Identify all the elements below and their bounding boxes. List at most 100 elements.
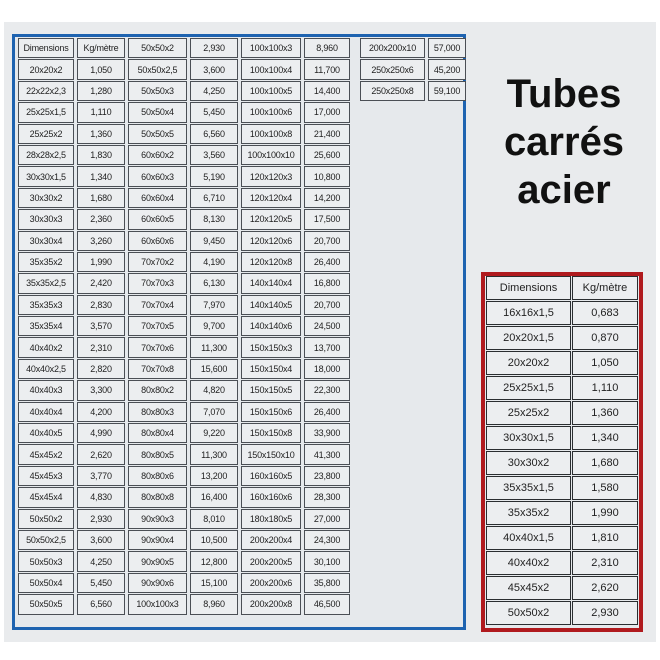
table-row: 30x30x3 2,360 60x60x5 8,130 120x120x5 17,500 <box>18 209 350 230</box>
weight-cell: 3,300 <box>77 380 125 401</box>
dimension-cell: 50x50x5 <box>18 594 74 615</box>
dimension-cell: 50x50x3 <box>128 80 187 102</box>
table-row: 35x35x1,5 1,580 <box>486 476 638 500</box>
table-row: 40x40x2 2,310 70x70x6 11,300 150x150x3 13,700 <box>18 337 350 358</box>
dimension-cell: 250x250x6 <box>360 59 425 80</box>
dimension-cell: 25x25x1,5 <box>486 376 571 400</box>
table-row: 35x35x2 1,990 70x70x2 4,190 120x120x8 26,400 <box>18 251 350 273</box>
weight-cell: 4,250 <box>190 80 238 102</box>
dimension-cell: 100x100x3 <box>241 38 301 59</box>
dimension-cell: 70x70x4 <box>128 294 187 316</box>
table-row: 25x25x2 1,360 <box>486 401 638 425</box>
dimension-cell: 50x50x2,5 <box>128 59 187 80</box>
weight-cell: 11,700 <box>304 59 350 80</box>
dimension-cell: 40x40x2 <box>18 337 74 358</box>
table-row: 40x40x2 2,310 <box>486 551 638 575</box>
dimension-cell: 90x90x6 <box>128 572 187 594</box>
title-line: Tubes <box>506 72 622 116</box>
weight-cell: 8,960 <box>304 38 350 59</box>
weight-cell: 2,360 <box>77 209 125 230</box>
dimension-cell: 40x40x1,5 <box>486 526 571 550</box>
weight-cell: 18,000 <box>304 358 350 380</box>
weight-cell: 7,070 <box>190 401 238 423</box>
weight-cell: 7,970 <box>190 294 238 316</box>
dimension-cell: Dimensions <box>486 276 571 300</box>
table-row: 40x40x4 4,200 80x80x3 7,070 150x150x6 26,400 <box>18 401 350 423</box>
dimension-cell: 250x250x8 <box>360 80 425 102</box>
dimension-cell: 30x30x2 <box>18 187 74 209</box>
dimension-cell: 80x80x5 <box>128 444 187 465</box>
dimension-cell: 60x60x6 <box>128 230 187 251</box>
dimension-cell: 180x180x5 <box>241 508 301 529</box>
dimension-cell: 150x150x8 <box>241 423 301 444</box>
weight-cell: 2,310 <box>572 551 638 575</box>
weight-cell: 11,300 <box>190 444 238 465</box>
dimension-cell: 25x25x1,5 <box>18 102 74 123</box>
dimension-cell: 35x35x2,5 <box>18 273 74 294</box>
weight-cell: 6,560 <box>190 123 238 144</box>
dimension-cell: Dimensions <box>18 38 74 59</box>
dimension-cell: 70x70x3 <box>128 273 187 294</box>
weight-cell: 5,450 <box>190 102 238 123</box>
weight-cell: 8,960 <box>190 594 238 615</box>
dimension-cell: 20x20x1,5 <box>486 326 571 350</box>
dimension-cell: 70x70x5 <box>128 316 187 337</box>
dimension-cell: 200x200x10 <box>360 38 425 59</box>
weight-cell: 1,050 <box>77 59 125 80</box>
weight-cell: 35,800 <box>304 572 350 594</box>
weight-cell: 22,300 <box>304 380 350 401</box>
weight-cell: 1,680 <box>77 187 125 209</box>
weight-cell: 1,050 <box>572 351 638 375</box>
dimension-cell: 140x140x4 <box>241 273 301 294</box>
weight-cell: 15,600 <box>190 358 238 380</box>
weight-cell: 8,010 <box>190 508 238 529</box>
weight-cell: 0,870 <box>572 326 638 350</box>
weight-cell: 3,260 <box>77 230 125 251</box>
dimension-cell: 30x30x3 <box>18 209 74 230</box>
dimension-cell: 20x20x2 <box>18 59 74 80</box>
weight-cell: 4,200 <box>77 401 125 423</box>
weight-cell: 6,130 <box>190 273 238 294</box>
weight-cell: 20,700 <box>304 294 350 316</box>
weight-cell: 9,450 <box>190 230 238 251</box>
dimension-cell: 150x150x10 <box>241 444 301 465</box>
dimension-cell: 45x45x4 <box>18 487 74 508</box>
dimension-cell: 200x200x4 <box>241 529 301 551</box>
weight-cell: 1,990 <box>572 501 638 525</box>
table-row: 50x50x4 5,450 90x90x6 15,100 200x200x6 35,800 <box>18 572 350 594</box>
table-row: 45x45x2 2,620 <box>486 576 638 600</box>
dimension-cell: 45x45x3 <box>18 465 74 487</box>
weight-cell: 6,710 <box>190 187 238 209</box>
dimension-cell: 50x50x3 <box>18 551 74 572</box>
weight-cell: 2,620 <box>77 444 125 465</box>
weight-cell: 1,110 <box>572 376 638 400</box>
table-row: 35x35x2 1,990 <box>486 501 638 525</box>
dimension-cell: 100x100x8 <box>241 123 301 144</box>
dimension-cell: 28x28x2,5 <box>18 144 74 166</box>
dimension-cell: 100x100x3 <box>128 594 187 615</box>
dimension-cell: 120x120x4 <box>241 187 301 209</box>
table-row: 35x35x3 2,830 70x70x4 7,970 140x140x5 20,700 <box>18 294 350 316</box>
weight-cell: 4,830 <box>77 487 125 508</box>
weight-cell: 10,500 <box>190 529 238 551</box>
dimension-cell: 80x80x6 <box>128 465 187 487</box>
dimension-cell: 45x45x2 <box>18 444 74 465</box>
dimension-cell: 45x45x2 <box>486 576 571 600</box>
weight-cell: 12,800 <box>190 551 238 572</box>
dimension-cell: 60x60x2 <box>128 144 187 166</box>
dimension-cell: 100x100x10 <box>241 144 301 166</box>
dimension-cell: 40x40x2,5 <box>18 358 74 380</box>
weight-cell: Kg/mètre <box>572 276 638 300</box>
dimension-cell: 20x20x2 <box>486 351 571 375</box>
weight-cell: 1,810 <box>572 526 638 550</box>
weight-cell: 1,340 <box>77 166 125 187</box>
table-row: 250x250x8 59,100 <box>360 80 466 102</box>
dimension-cell: 200x200x5 <box>241 551 301 572</box>
weight-cell: 21,400 <box>304 123 350 144</box>
weight-cell: 1,360 <box>77 123 125 144</box>
dimension-cell: 200x200x8 <box>241 594 301 615</box>
dimension-cell: 25x25x2 <box>486 401 571 425</box>
table-row: 35x35x4 3,570 70x70x5 9,700 140x140x6 24,500 <box>18 316 350 337</box>
weight-cell: 16,800 <box>304 273 350 294</box>
dimension-cell: 90x90x5 <box>128 551 187 572</box>
